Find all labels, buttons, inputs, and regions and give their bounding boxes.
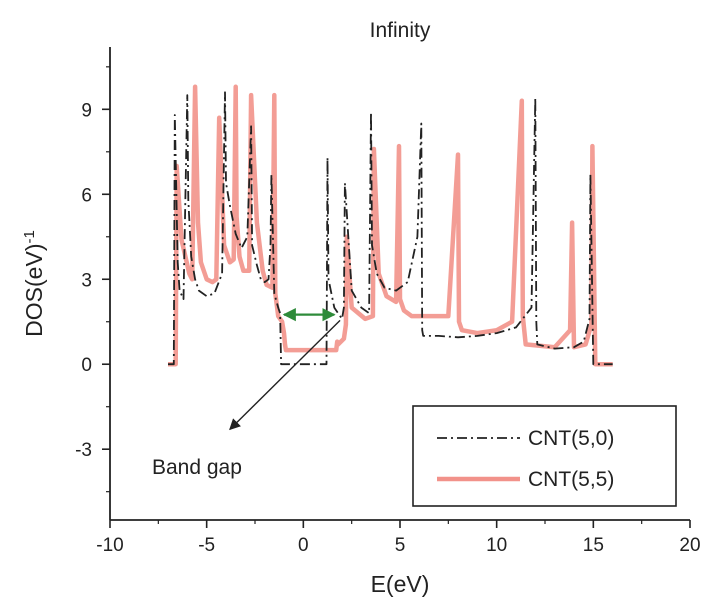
legend-label-cnt-5-5: CNT(5,5) bbox=[528, 468, 614, 491]
x-tick-label: 15 bbox=[583, 535, 604, 556]
y-tick-label: 0 bbox=[81, 355, 92, 376]
x-tick-label: 0 bbox=[298, 535, 309, 556]
plot-area bbox=[168, 84, 613, 367]
x-tick-label: -10 bbox=[96, 535, 123, 556]
axes: -10 -5 0 5 10 15 20 -3 0 3 6 9 bbox=[75, 47, 701, 556]
y-tick-label: 6 bbox=[81, 185, 92, 206]
x-axis-title: E(eV) bbox=[371, 571, 430, 597]
band-gap-label: Band gap bbox=[152, 456, 242, 479]
legend: CNT(5,0) CNT(5,5) bbox=[412, 405, 677, 507]
y-tick-label: 3 bbox=[81, 270, 92, 291]
x-tick-label: -5 bbox=[198, 535, 215, 556]
x-tick-label: 20 bbox=[679, 535, 700, 556]
y-axis-title: DOS(eV)-1 bbox=[21, 230, 48, 337]
legend-box bbox=[412, 405, 677, 507]
series-line-cnt-5-5 bbox=[168, 84, 613, 367]
x-tick-label: 5 bbox=[395, 535, 406, 556]
chart-title: Infinity bbox=[370, 19, 431, 42]
band-gap-pointer-arrow bbox=[229, 319, 341, 431]
x-tick-label: 10 bbox=[486, 535, 507, 556]
series-line-cnt-5-0 bbox=[168, 91, 613, 366]
band-gap-annotation: Band gap bbox=[152, 308, 341, 479]
y-tick-label: 9 bbox=[81, 100, 92, 121]
y-tick-label: -3 bbox=[75, 440, 92, 461]
y-axis-title-superscript: -1 bbox=[21, 230, 38, 243]
y-axis-title-main: DOS(eV) bbox=[21, 244, 47, 337]
legend-label-cnt-5-0: CNT(5,0) bbox=[528, 427, 614, 450]
